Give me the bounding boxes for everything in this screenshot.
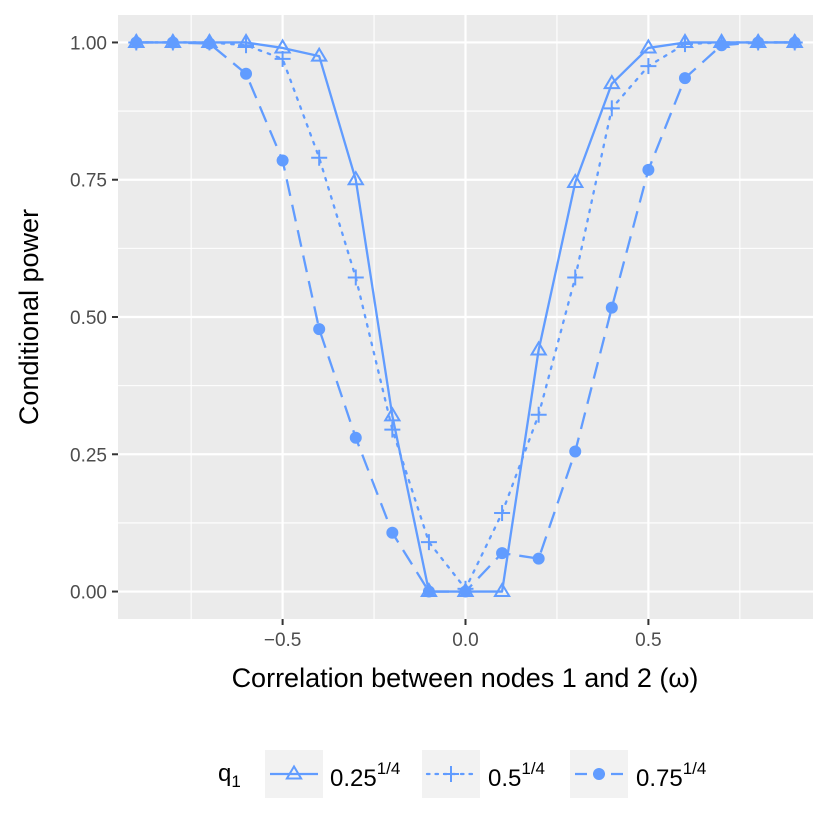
legend-label-exponent: 1/4 <box>377 759 401 778</box>
x-axis-title: Correlation between nodes 1 and 2 (ω) <box>232 663 699 693</box>
series-3-point <box>459 585 472 598</box>
series-3-point <box>496 547 509 560</box>
y-tick-label: 0.50 <box>70 308 107 329</box>
y-tick-label: 0.25 <box>70 445 107 466</box>
series-1-point <box>529 340 548 356</box>
series-2-point <box>494 505 511 522</box>
series-2-point <box>676 36 693 53</box>
legend-label-base: 0.25 <box>330 765 377 792</box>
series-3-point <box>276 154 289 167</box>
y-tick-label: 0.75 <box>70 171 107 192</box>
series-2-point <box>384 421 401 438</box>
series-1-point <box>602 74 621 90</box>
y-axis-title: Conditional power <box>14 209 44 425</box>
series-2-point <box>420 534 437 551</box>
legend-label-2: 0.51/4 <box>488 759 545 792</box>
series-3-point <box>203 37 216 50</box>
series-1-point <box>310 46 329 62</box>
x-tick-label: −0.5 <box>264 630 302 651</box>
series-3-point <box>130 36 143 49</box>
legend-label-exponent: 1/4 <box>521 759 545 778</box>
y-tick-label: 1.00 <box>70 33 107 54</box>
series-3-point <box>788 36 801 49</box>
series-2-point <box>603 100 620 117</box>
series-3-point <box>349 431 362 444</box>
series-3-point <box>605 301 618 314</box>
series-points <box>127 32 804 598</box>
legend-label-1: 0.251/4 <box>330 759 400 792</box>
series-3-point <box>715 39 728 52</box>
y-tick-label: 0.00 <box>70 583 107 604</box>
series-2-point <box>238 37 255 54</box>
legend-key-marker <box>443 766 459 782</box>
series-3-point <box>386 526 399 539</box>
series-3-point <box>166 36 179 49</box>
legend-label-3: 0.751/4 <box>636 759 706 792</box>
series-3-point <box>642 163 655 176</box>
series-3-point <box>752 36 765 49</box>
x-tick-label: 0.5 <box>635 630 661 651</box>
series-3-point <box>422 585 435 598</box>
series-1-point <box>566 173 585 188</box>
series-2-point <box>347 269 364 286</box>
series-3-point <box>240 67 253 80</box>
legend-key-marker <box>285 764 303 780</box>
legend-items: 0.251/4 0.51/4 0.751/4 <box>265 750 706 798</box>
legend-label-exponent: 1/4 <box>683 759 707 778</box>
series-1-point <box>346 170 365 186</box>
legend-title: q1 <box>218 760 241 791</box>
legend-key-marker <box>593 768 605 780</box>
legend: q1 0.251/4 0.51/4 0.751/4 <box>218 750 706 798</box>
legend-label-base: 0.5 <box>488 765 521 792</box>
series-1-point <box>493 582 511 598</box>
series-1-point <box>383 406 402 422</box>
series-2-point <box>274 50 291 67</box>
series-2-point <box>530 406 547 423</box>
legend-label-base: 0.75 <box>636 765 683 792</box>
series-2-point <box>640 58 657 75</box>
series-2-point <box>567 269 584 286</box>
series-3-point <box>313 323 326 336</box>
series-3-point <box>678 72 691 85</box>
series-1-point <box>639 38 658 54</box>
tick-labels: −0.5 0.0 0.5 0.00 0.25 0.50 0.75 1.00 <box>70 33 662 651</box>
series-3-point <box>532 552 545 565</box>
x-tick-label: 0.0 <box>452 630 478 651</box>
legend-title-main: q <box>218 760 231 787</box>
series-2-point <box>311 149 328 166</box>
axis-ticks <box>112 41 650 625</box>
series-3-point <box>569 445 582 458</box>
legend-title-subscript: 1 <box>231 772 240 791</box>
